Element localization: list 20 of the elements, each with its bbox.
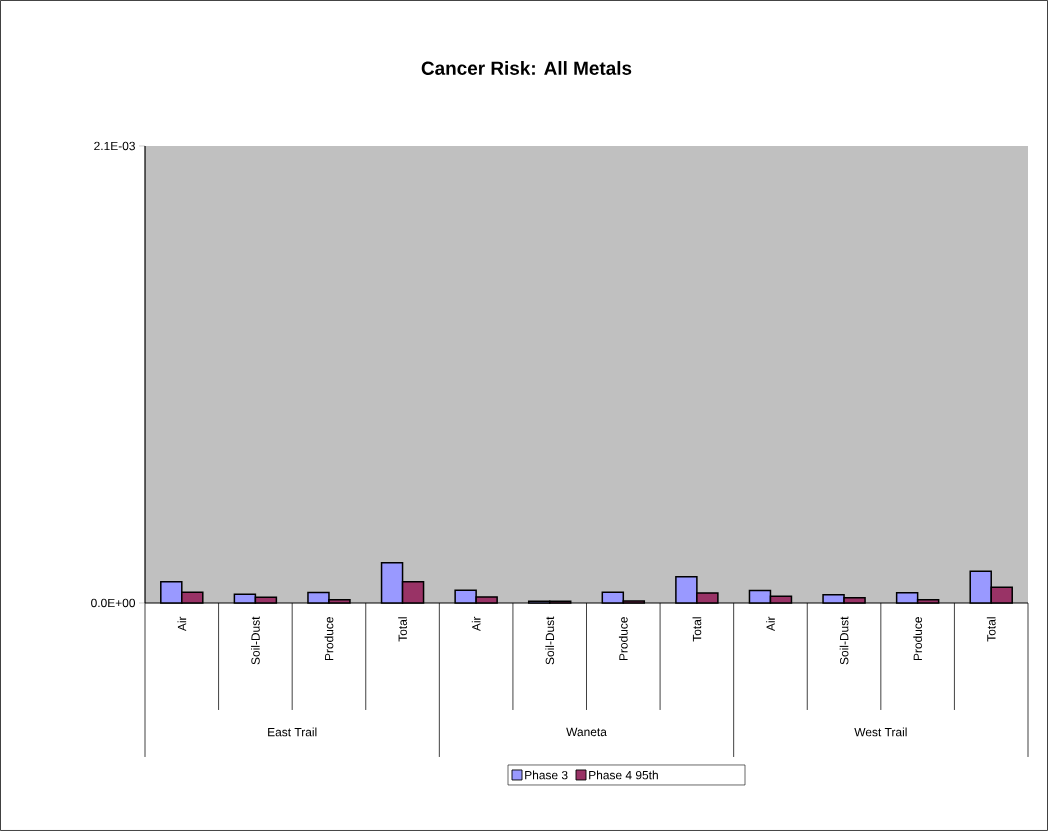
x-tick-label: Total <box>398 617 407 642</box>
x-tick-label: Air <box>471 616 481 632</box>
x-tick-label: Air <box>177 616 187 632</box>
x-tick-label: Soil-Dust <box>545 616 555 665</box>
text: East Trail <box>268 727 317 737</box>
x-tick-label: Soil-Dust <box>839 616 849 665</box>
chart-title: Cancer Risk: All Metals <box>421 61 632 75</box>
legend-label: Phase 3 <box>525 770 568 780</box>
x-tick-label: Total <box>692 617 702 642</box>
y-tick-label: 2.1E-03 <box>94 141 135 151</box>
text: Waneta <box>566 727 607 737</box>
x-tick-label: Total <box>986 617 996 642</box>
x-tick-label: Produce <box>324 617 334 661</box>
legend-label: Phase 4 95th <box>589 770 658 780</box>
x-tick-label: Produce <box>913 617 923 661</box>
text: West Trail <box>854 727 907 737</box>
x-tick-label: Soil-Dust <box>251 616 260 665</box>
x-tick-label: Produce <box>618 617 628 661</box>
y-tick-label: 0.0E+00 <box>91 598 136 608</box>
x-tick-label: Air <box>766 616 775 632</box>
